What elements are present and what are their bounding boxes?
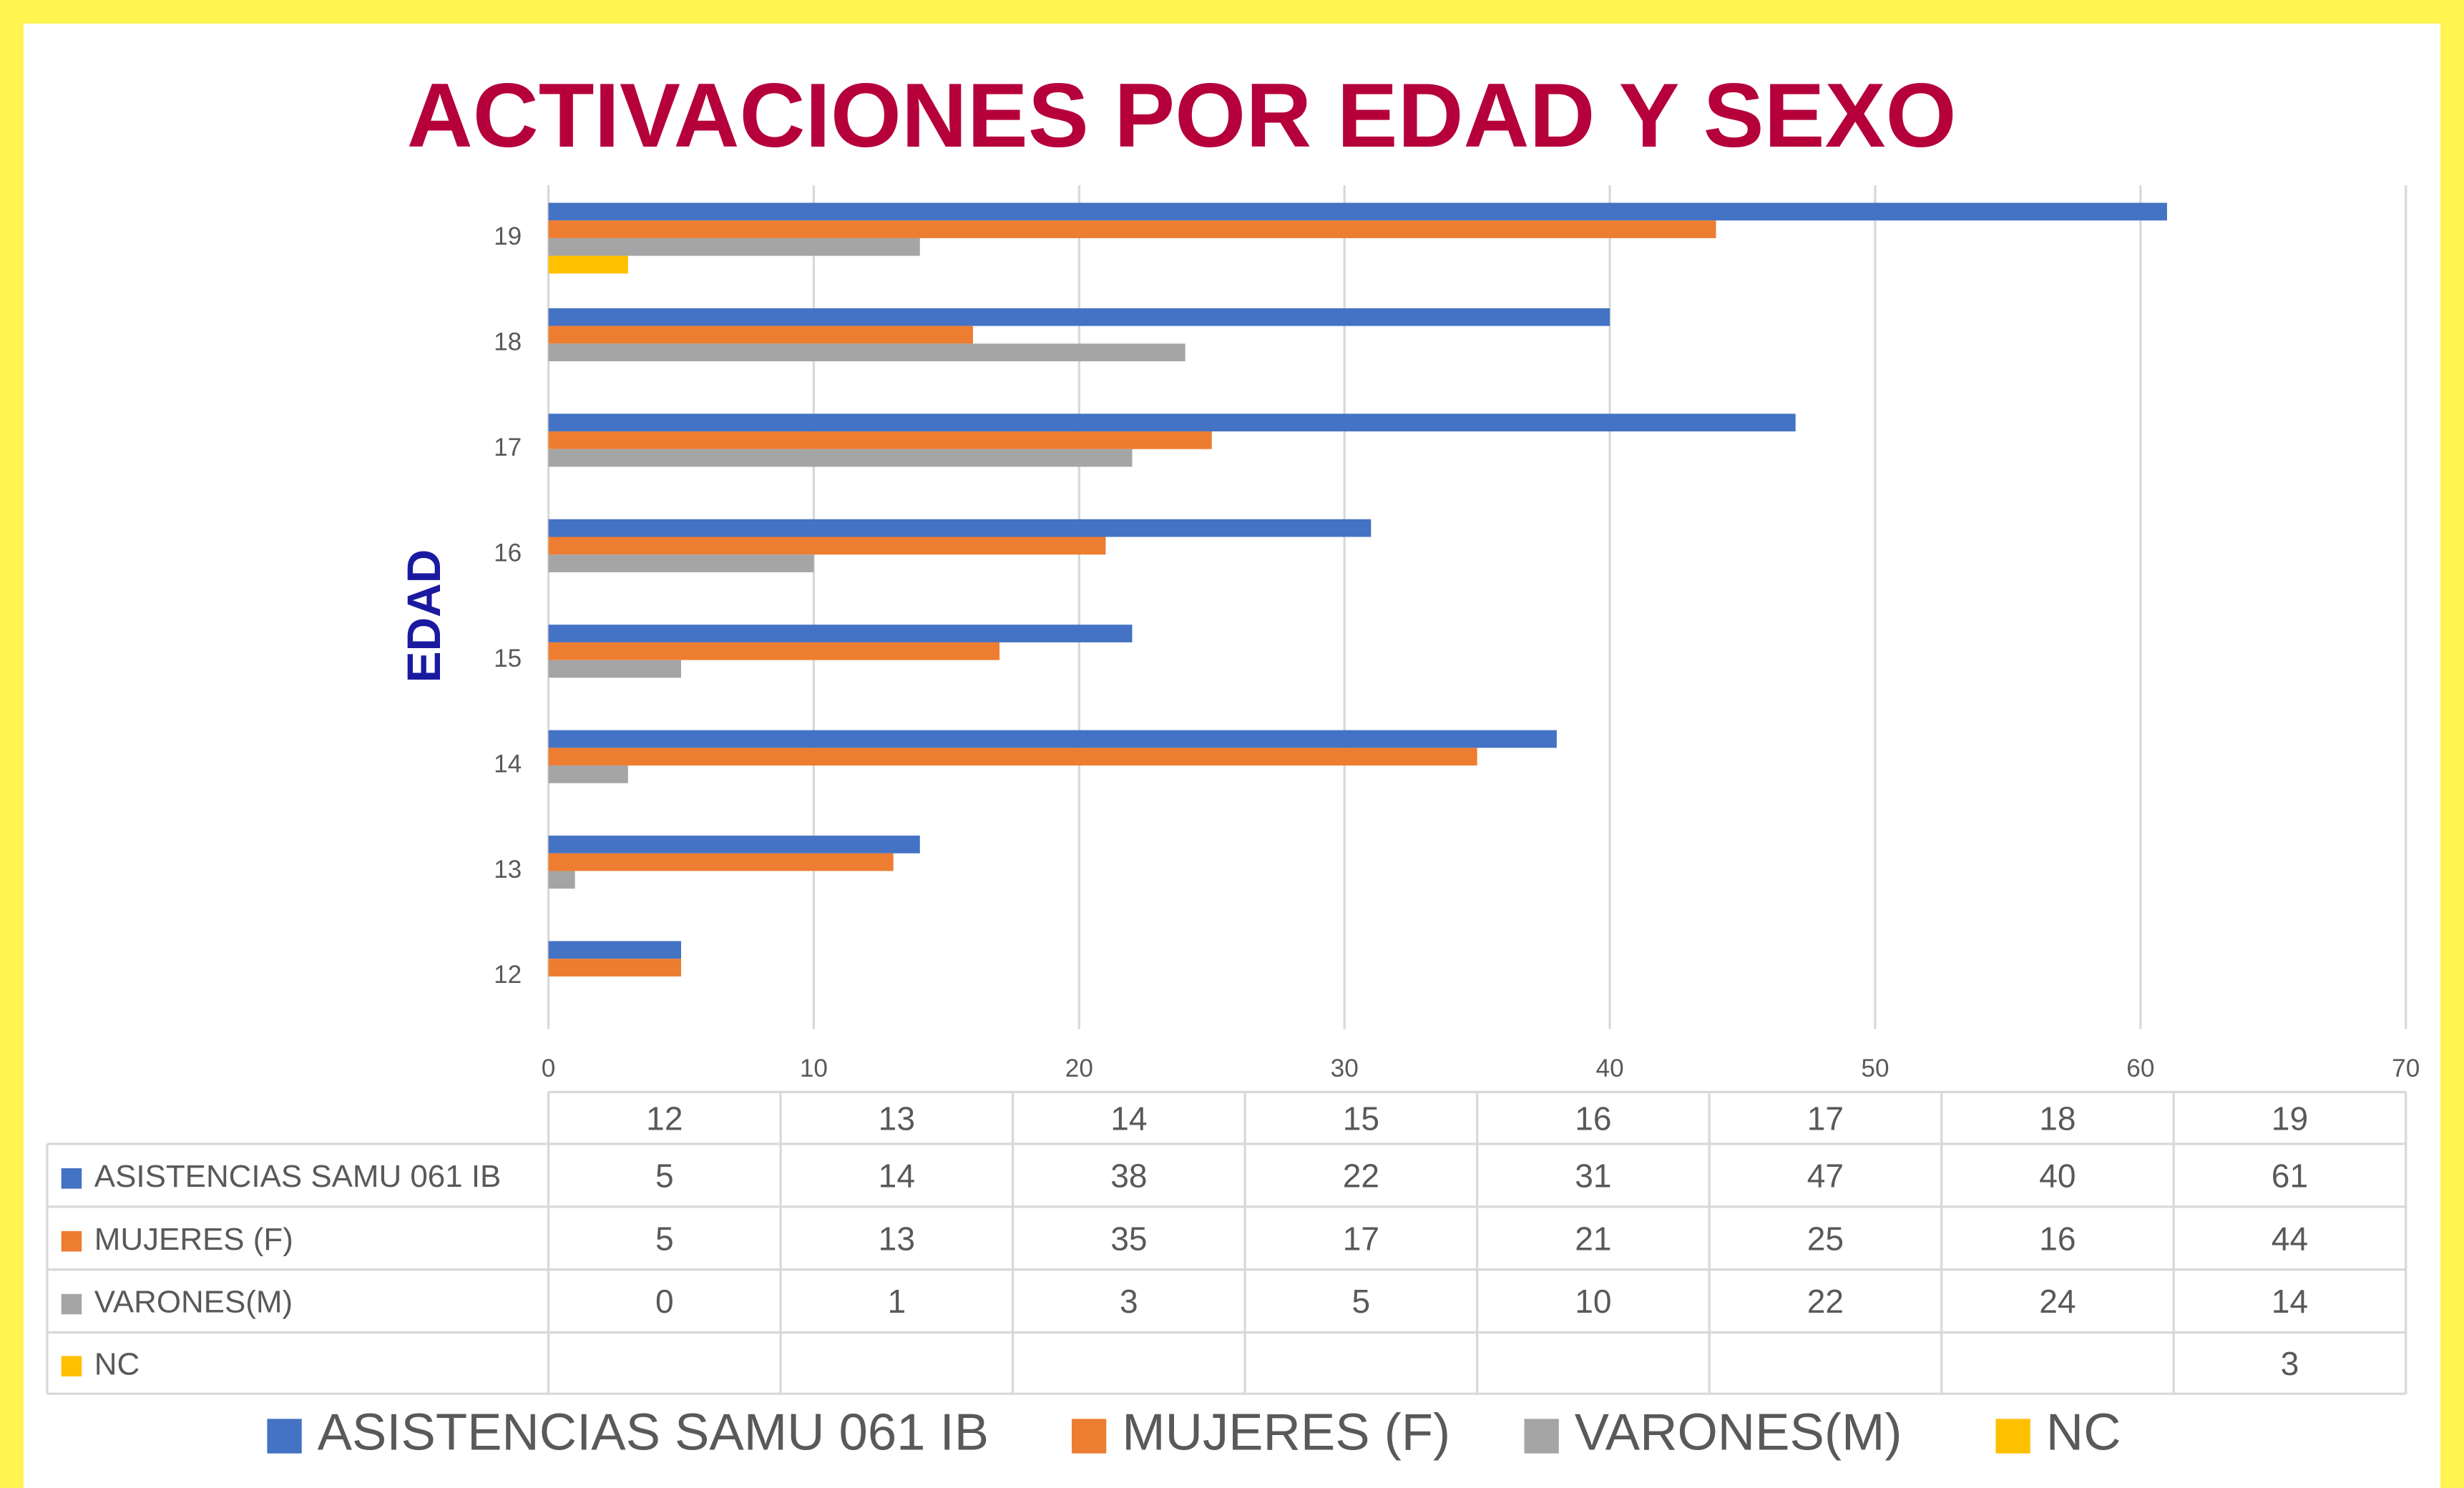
- y-tick-label: 17: [494, 434, 522, 461]
- table-cell: 22: [1807, 1283, 1844, 1320]
- table-cell: 13: [879, 1220, 915, 1257]
- bar: [548, 642, 1000, 660]
- table-header: 16: [1575, 1100, 1611, 1137]
- table-header: 13: [879, 1100, 915, 1137]
- y-axis-label: EDAD: [397, 549, 450, 683]
- table-cell: 40: [2039, 1157, 2076, 1194]
- y-tick-label: 18: [494, 328, 522, 356]
- x-tick-label: 10: [800, 1054, 828, 1082]
- table-cell: 14: [879, 1157, 915, 1194]
- table-header: 17: [1807, 1100, 1844, 1137]
- table-cell: 10: [1575, 1283, 1611, 1320]
- table-cell: 5: [1352, 1283, 1371, 1320]
- table-cell: 44: [2272, 1220, 2308, 1257]
- legend-key: [1995, 1419, 2030, 1454]
- table-legend-key: [61, 1356, 82, 1377]
- y-tick-label: 16: [494, 539, 522, 567]
- bar: [548, 449, 1133, 467]
- bar: [548, 413, 1796, 432]
- table-row-label: ASISTENCIAS SAMU 061 IB: [94, 1159, 502, 1194]
- chart-title: ACTIVACIONES POR EDAD Y SEXO: [407, 64, 1957, 166]
- table-header: 19: [2272, 1100, 2308, 1137]
- table-cell: 47: [1807, 1157, 1844, 1194]
- x-tick-label: 20: [1065, 1054, 1093, 1082]
- x-tick-label: 0: [542, 1054, 556, 1082]
- bar: [548, 326, 973, 344]
- bar: [548, 730, 1557, 748]
- bar: [548, 836, 920, 853]
- table-cell: 31: [1575, 1157, 1611, 1194]
- table-header: 18: [2039, 1100, 2076, 1137]
- legend-key: [1524, 1419, 1559, 1454]
- table-legend-key: [61, 1168, 82, 1189]
- bar: [548, 431, 1212, 449]
- x-tick-label: 40: [1596, 1054, 1624, 1082]
- x-tick-label: 60: [2126, 1054, 2154, 1082]
- y-tick-label: 14: [494, 750, 522, 778]
- x-tick-label: 30: [1331, 1054, 1359, 1082]
- table-cell: 16: [2039, 1220, 2076, 1257]
- table-cell: 3: [1120, 1283, 1138, 1320]
- y-tick-label: 13: [494, 856, 522, 884]
- bar: [548, 765, 628, 783]
- legend-key: [1071, 1419, 1107, 1454]
- bar: [548, 871, 575, 889]
- table-cell: 1: [888, 1283, 906, 1320]
- legend-label: ASISTENCIAS SAMU 061 IB: [318, 1404, 989, 1462]
- y-tick-label: 12: [494, 961, 522, 989]
- table-cell: 5: [655, 1157, 674, 1194]
- bar: [548, 853, 894, 871]
- bar: [548, 554, 814, 572]
- table-row-label: NC: [94, 1346, 140, 1381]
- table-cell: 17: [1343, 1220, 1379, 1257]
- bar: [548, 959, 682, 976]
- bar: [548, 238, 920, 256]
- table-cell: 35: [1110, 1220, 1147, 1257]
- y-tick-label: 19: [494, 222, 522, 250]
- bar: [548, 202, 2167, 221]
- table-legend-key: [61, 1230, 82, 1252]
- bar: [548, 220, 1716, 238]
- y-tick-label: 15: [494, 645, 522, 672]
- table-legend-key: [61, 1293, 82, 1315]
- table-header: 14: [1110, 1100, 1147, 1137]
- legend-label: MUJERES (F): [1122, 1404, 1450, 1462]
- table-cell: 5: [655, 1220, 674, 1257]
- table-header: 15: [1343, 1100, 1379, 1137]
- table-cell: 0: [655, 1283, 674, 1320]
- bar: [548, 625, 1133, 642]
- bar: [548, 941, 682, 959]
- legend-key: [267, 1419, 302, 1454]
- x-tick-label: 50: [1861, 1054, 1889, 1082]
- x-tick-label: 70: [2392, 1054, 2420, 1082]
- bar: [548, 255, 628, 274]
- bar: [548, 308, 1610, 326]
- table-row-label: MUJERES (F): [94, 1222, 293, 1257]
- table-cell: 25: [1807, 1220, 1844, 1257]
- table-cell: 22: [1343, 1157, 1379, 1194]
- table-cell: 14: [2272, 1283, 2308, 1320]
- legend-label: NC: [2046, 1404, 2121, 1462]
- table-header: 12: [646, 1100, 683, 1137]
- table-cell: 3: [2281, 1345, 2299, 1382]
- bar: [548, 343, 1185, 362]
- bar: [548, 519, 1372, 537]
- table-row-label: VARONES(M): [94, 1285, 293, 1320]
- table-cell: 38: [1110, 1157, 1147, 1194]
- bar: [548, 537, 1106, 555]
- table-cell: 21: [1575, 1220, 1611, 1257]
- legend-label: VARONES(M): [1575, 1404, 1902, 1462]
- bar: [548, 748, 1477, 766]
- table-cell: 61: [2272, 1157, 2308, 1194]
- bar: [548, 660, 682, 678]
- table-cell: 24: [2039, 1283, 2076, 1320]
